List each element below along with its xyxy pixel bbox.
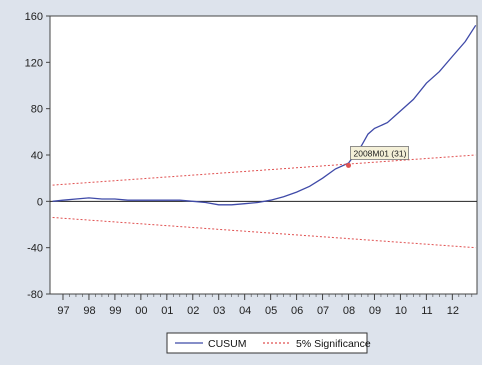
x-tick-label: 98 (83, 305, 95, 317)
y-tick-label: 80 (31, 104, 43, 116)
x-tick-label: 99 (109, 305, 121, 317)
y-tick-label: 40 (31, 150, 43, 162)
annotation-box (350, 146, 409, 160)
x-tick-label: 09 (369, 305, 381, 317)
x-tick-label: 04 (239, 305, 251, 317)
x-tick-label: 11 (421, 305, 432, 317)
x-tick-label: 00 (135, 305, 147, 317)
x-tick-label: 08 (343, 305, 355, 317)
y-tick-label: 0 (37, 196, 43, 208)
upper-significance-line (52, 154, 476, 186)
y-tick-label: 120 (25, 57, 43, 69)
y-tick-label: -80 (27, 289, 43, 301)
x-tick-label: 02 (187, 305, 199, 317)
x-tick-label: 03 (213, 305, 225, 317)
annotation-label: 2008M01 (31) (354, 148, 407, 158)
x-tick-label: 12 (447, 305, 459, 317)
x-tick-label: 10 (395, 305, 407, 317)
x-tick-label: 07 (317, 305, 329, 317)
x-tick-label: 97 (57, 305, 69, 317)
plot-area (49, 15, 478, 295)
y-tick-label: -40 (27, 243, 43, 255)
x-tick-label: 01 (161, 305, 173, 317)
legend-label: CUSUM (208, 338, 247, 350)
x-tick-label: 05 (265, 305, 277, 317)
cusum-line (52, 24, 477, 206)
lower-significance-line (52, 217, 476, 249)
y-tick-label: 160 (25, 11, 43, 23)
legend-label: 5% Significance (296, 338, 371, 350)
annotation-marker (346, 162, 352, 168)
x-tick-label: 06 (291, 305, 303, 317)
